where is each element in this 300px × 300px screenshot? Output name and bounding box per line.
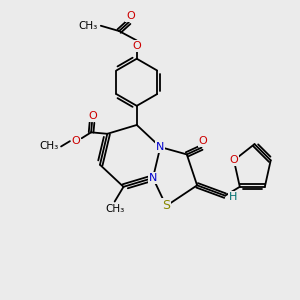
Text: CH₃: CH₃: [105, 205, 124, 214]
Text: N: N: [149, 173, 157, 183]
Text: CH₃: CH₃: [79, 21, 98, 31]
Text: S: S: [162, 200, 170, 212]
Text: N: N: [156, 142, 164, 152]
Text: H: H: [229, 192, 238, 202]
Text: O: O: [199, 136, 207, 146]
Text: O: O: [88, 111, 97, 121]
Text: O: O: [230, 155, 238, 165]
Text: O: O: [132, 41, 141, 51]
Text: O: O: [126, 11, 135, 21]
Text: CH₃: CH₃: [39, 142, 58, 152]
Text: O: O: [71, 136, 80, 146]
